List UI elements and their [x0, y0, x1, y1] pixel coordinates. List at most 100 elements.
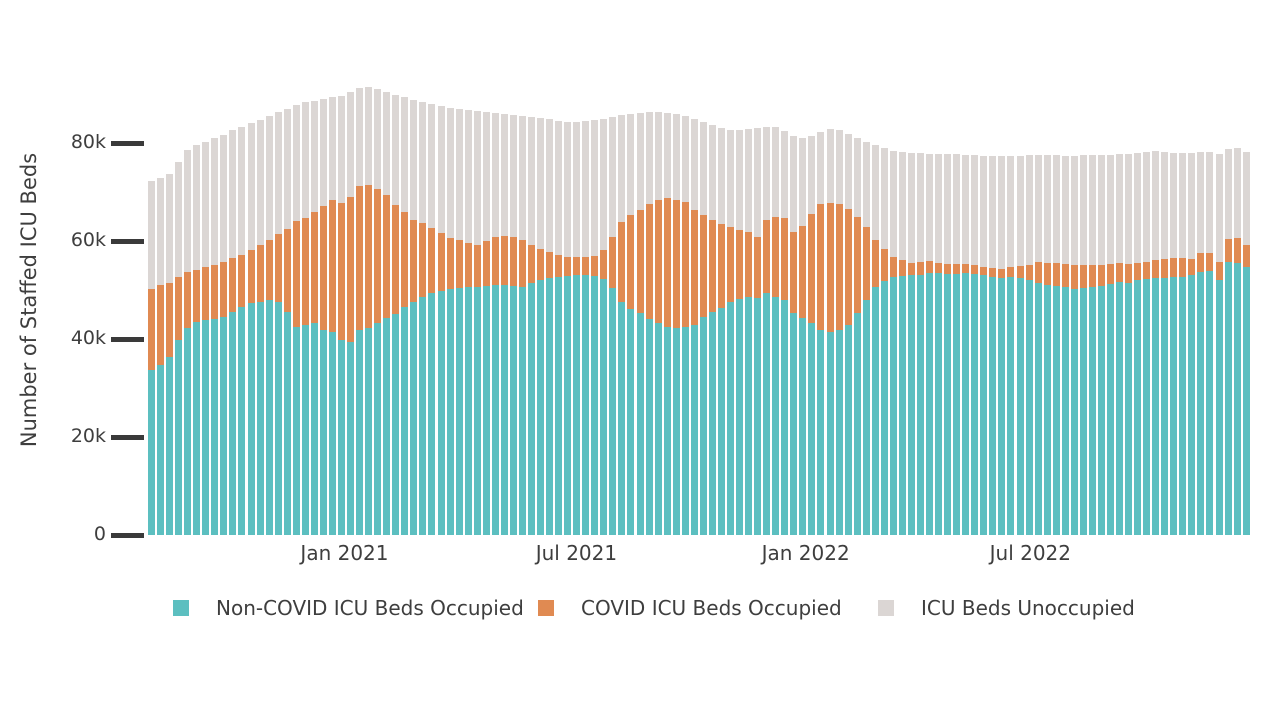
week-bar[interactable]	[1134, 152, 1142, 535]
week-bar[interactable]	[1088, 155, 1096, 535]
week-bar[interactable]	[166, 173, 174, 535]
week-bar[interactable]	[582, 121, 590, 535]
week-bar[interactable]	[609, 116, 617, 535]
week-bar[interactable]	[971, 155, 979, 535]
week-bar[interactable]	[763, 127, 771, 535]
week-bar[interactable]	[980, 155, 988, 535]
week-bar[interactable]	[717, 128, 725, 535]
week-bar[interactable]	[1025, 155, 1033, 535]
week-bar[interactable]	[708, 125, 716, 535]
week-bar[interactable]	[564, 121, 572, 535]
week-bar[interactable]	[998, 156, 1006, 535]
week-bar[interactable]	[383, 92, 391, 535]
week-bar[interactable]	[1043, 154, 1051, 535]
week-bar[interactable]	[844, 134, 852, 535]
week-bar[interactable]	[374, 88, 382, 535]
week-bar[interactable]	[781, 131, 789, 535]
week-bar[interactable]	[347, 92, 355, 535]
week-bar[interactable]	[672, 114, 680, 535]
week-bar[interactable]	[636, 112, 644, 535]
week-bar[interactable]	[464, 109, 472, 535]
week-bar[interactable]	[645, 112, 653, 535]
week-bar[interactable]	[817, 131, 825, 535]
week-bar[interactable]	[337, 96, 345, 535]
week-bar[interactable]	[1206, 152, 1214, 535]
week-bar[interactable]	[1233, 148, 1241, 535]
week-bar[interactable]	[926, 153, 934, 535]
week-bar[interactable]	[256, 119, 264, 535]
week-bar[interactable]	[826, 128, 834, 535]
week-bar[interactable]	[365, 86, 373, 535]
week-bar[interactable]	[473, 111, 481, 535]
week-bar[interactable]	[1052, 155, 1060, 535]
week-bar[interactable]	[1215, 153, 1223, 535]
week-bar[interactable]	[310, 100, 318, 535]
week-bar[interactable]	[871, 145, 879, 535]
week-bar[interactable]	[437, 106, 445, 535]
week-bar[interactable]	[283, 108, 291, 535]
week-bar[interactable]	[428, 104, 436, 535]
week-bar[interactable]	[889, 150, 897, 535]
week-bar[interactable]	[265, 116, 273, 535]
week-bar[interactable]	[1097, 155, 1105, 535]
week-bar[interactable]	[944, 154, 952, 535]
week-bar[interactable]	[392, 94, 400, 535]
week-bar[interactable]	[238, 126, 246, 535]
week-bar[interactable]	[202, 141, 210, 535]
week-bar[interactable]	[1152, 150, 1160, 535]
week-bar[interactable]	[356, 88, 364, 535]
week-bar[interactable]	[1016, 155, 1024, 535]
week-bar[interactable]	[962, 154, 970, 535]
week-bar[interactable]	[663, 113, 671, 535]
week-bar[interactable]	[591, 120, 599, 535]
week-bar[interactable]	[907, 152, 915, 535]
week-bar[interactable]	[627, 113, 635, 535]
week-bar[interactable]	[157, 177, 165, 535]
week-bar[interactable]	[772, 126, 780, 535]
week-bar[interactable]	[1007, 155, 1015, 535]
week-bar[interactable]	[1179, 153, 1187, 535]
week-bar[interactable]	[1034, 154, 1042, 535]
week-bar[interactable]	[1125, 153, 1133, 535]
week-bar[interactable]	[410, 99, 418, 535]
week-bar[interactable]	[916, 153, 924, 535]
week-bar[interactable]	[491, 112, 499, 535]
week-bar[interactable]	[1161, 151, 1169, 535]
week-bar[interactable]	[935, 153, 943, 535]
week-bar[interactable]	[1224, 148, 1232, 535]
week-bar[interactable]	[736, 129, 744, 535]
week-bar[interactable]	[301, 102, 309, 535]
week-bar[interactable]	[220, 135, 228, 535]
week-bar[interactable]	[727, 129, 734, 535]
week-bar[interactable]	[455, 108, 463, 535]
week-bar[interactable]	[808, 136, 816, 535]
week-bar[interactable]	[799, 138, 807, 535]
week-bar[interactable]	[1143, 151, 1151, 535]
week-bar[interactable]	[681, 115, 689, 535]
legend-item-unoccupied[interactable]: ICU Beds Unoccupied	[878, 596, 1135, 620]
week-bar[interactable]	[527, 116, 535, 535]
week-bar[interactable]	[835, 129, 843, 535]
week-bar[interactable]	[546, 119, 554, 535]
week-bar[interactable]	[518, 115, 526, 535]
week-bar[interactable]	[1197, 151, 1205, 535]
week-bar[interactable]	[555, 121, 563, 535]
legend-item-covid[interactable]: COVID ICU Beds Occupied	[538, 596, 842, 620]
week-bar[interactable]	[573, 122, 581, 535]
week-bar[interactable]	[1242, 151, 1250, 535]
week-bar[interactable]	[500, 113, 508, 535]
week-bar[interactable]	[754, 128, 762, 535]
week-bar[interactable]	[880, 148, 888, 535]
week-bar[interactable]	[618, 115, 626, 535]
week-bar[interactable]	[790, 136, 798, 535]
week-bar[interactable]	[600, 118, 608, 535]
week-bar[interactable]	[509, 114, 517, 535]
week-bar[interactable]	[175, 162, 183, 535]
week-bar[interactable]	[401, 97, 409, 535]
week-bar[interactable]	[1116, 154, 1124, 535]
week-bar[interactable]	[211, 138, 219, 535]
week-bar[interactable]	[690, 119, 698, 535]
week-bar[interactable]	[1079, 155, 1087, 535]
week-bar[interactable]	[247, 122, 255, 535]
week-bar[interactable]	[745, 129, 753, 535]
